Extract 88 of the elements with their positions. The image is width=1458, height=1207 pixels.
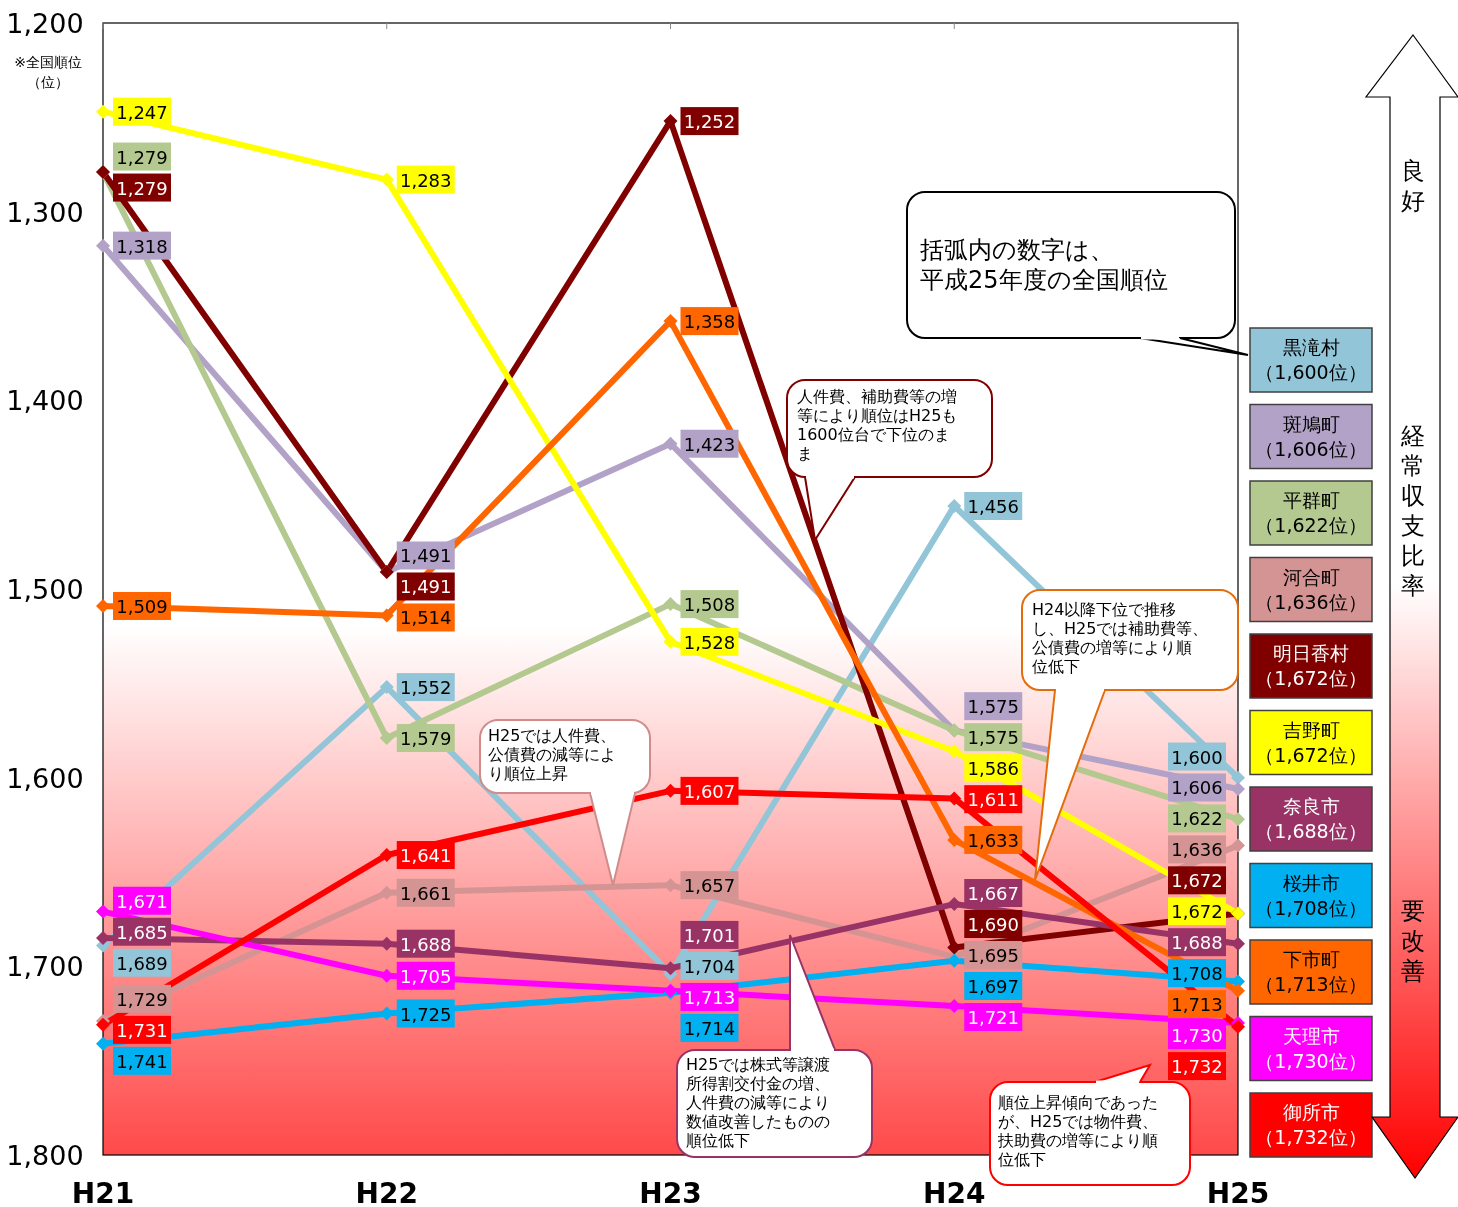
data-label: 1,247 [116,101,168,123]
series-label: 天理市（1,730位） [1255,1024,1367,1072]
data-label: 1,705 [399,965,452,987]
text: 黒滝村（1,600位） [1255,336,1367,383]
data-label: 1,721 [967,1007,1020,1029]
annotation: 括弧内の数字は、平成25年度の全国順位 [920,236,1168,294]
data-label: 1,672 [1171,870,1223,892]
data-label: 1,689 [116,952,168,974]
text: 御所市（1,732位） [1255,1101,1367,1148]
data-label: 1,456 [967,495,1020,517]
annotation: 順位上昇傾向であったが、H25では物件費、扶助費の増等により順位低下 [997,1093,1159,1169]
data-label: 1,491 [399,576,452,598]
y-tick-label: 1,500 [6,574,84,605]
text: 平群町（1,622位） [1255,489,1367,536]
data-label: 1,528 [683,631,736,653]
data-label: 1,611 [967,789,1020,811]
data-label: 1,688 [1171,932,1223,954]
y-axis-title: ※全国順位（位） [14,54,82,90]
data-label: 1,606 [1171,777,1223,799]
y-tick-label: 1,400 [6,385,84,417]
data-label: 1,423 [683,433,736,455]
text: 経常収支比率 [1400,422,1425,600]
text: 斑鳩町（1,606位） [1255,412,1367,460]
data-label: 1,575 [967,727,1020,749]
text: 良好 [1401,157,1425,215]
data-label: 1,508 [683,594,736,616]
data-label: 1,661 [399,882,452,904]
data-label: 1,514 [399,607,452,629]
annotation: H24以降下位で推移し、H25では補助費等、公債費の増等により順位低下 [1032,600,1209,676]
data-label: 1,491 [399,545,452,567]
data-label: 1,725 [399,1003,452,1025]
data-label: 1,667 [967,883,1020,905]
text: 河合町（1,636位） [1255,565,1367,613]
x-tick-label: H25 [1206,1177,1270,1207]
data-label: 1,252 [683,111,736,133]
y-tick-label: 1,300 [6,196,84,228]
data-label: 1,579 [399,728,452,750]
data-label: 1,741 [116,1050,168,1072]
data-label: 1,279 [116,177,168,199]
data-label: 1,622 [1171,808,1223,830]
data-label: 1,697 [967,976,1020,998]
data-label: 1,708 [1171,963,1223,985]
data-label: 1,283 [399,169,452,191]
data-label: 1,688 [399,933,452,955]
text: 明日香村（1,672位） [1255,642,1367,689]
text: 桜井市（1,708位） [1255,871,1367,919]
x-tick-label: H24 [923,1177,986,1207]
data-label: 1,685 [116,921,168,943]
data-label: 1,600 [1171,746,1223,768]
data-label: 1,509 [116,595,168,617]
data-label: 1,713 [683,986,736,1008]
data-label: 1,731 [116,1019,168,1041]
data-label: 1,713 [1171,994,1223,1016]
data-label: 1,636 [1171,839,1223,861]
data-label: 1,695 [967,945,1020,967]
y-tick-label: 1,800 [6,1140,84,1171]
data-label: 1,701 [683,924,736,946]
data-label: 1,552 [399,677,452,699]
data-label: 1,730 [1171,1025,1223,1047]
data-label: 1,657 [683,875,736,897]
data-label: 1,729 [116,988,168,1010]
data-label: 1,672 [1171,901,1223,923]
x-tick-label: H21 [71,1177,135,1207]
x-tick-label: H23 [639,1177,702,1207]
data-label: 1,641 [399,845,452,867]
y-tick-label: 1,700 [6,951,84,983]
series-label: 下市町（1,713位） [1255,948,1367,995]
data-label: 1,633 [967,829,1020,851]
data-label: 1,575 [967,696,1020,718]
data-label: 1,704 [683,955,736,977]
annotation: H25では人件費、公債費の減等により順位上昇 [488,726,617,783]
data-label: 1,714 [683,1017,736,1039]
data-label: 1,671 [116,890,168,912]
data-label: 1,318 [116,235,168,257]
text: 要改善 [1401,897,1425,985]
annotation: 人件費、補助費等の増等により順位はH25も1600位台で下位のまま [797,387,958,463]
data-label: 1,607 [683,780,736,802]
text: 奈良市（1,688位） [1255,795,1367,842]
text: 吉野町（1,672位） [1255,718,1367,766]
data-label: 1,732 [1171,1056,1223,1078]
annotation: H25では株式等譲渡所得割交付金の増、人件費の減等により数値改善したものの順位低下 [686,1055,831,1150]
x-tick-label: H22 [355,1177,418,1207]
data-label: 1,279 [116,146,168,168]
y-tick-label: 1,600 [6,762,84,794]
data-label: 1,690 [967,914,1020,936]
data-label: 1,586 [967,758,1020,780]
y-tick-label: 1,200 [6,8,84,39]
data-label: 1,358 [683,311,736,333]
